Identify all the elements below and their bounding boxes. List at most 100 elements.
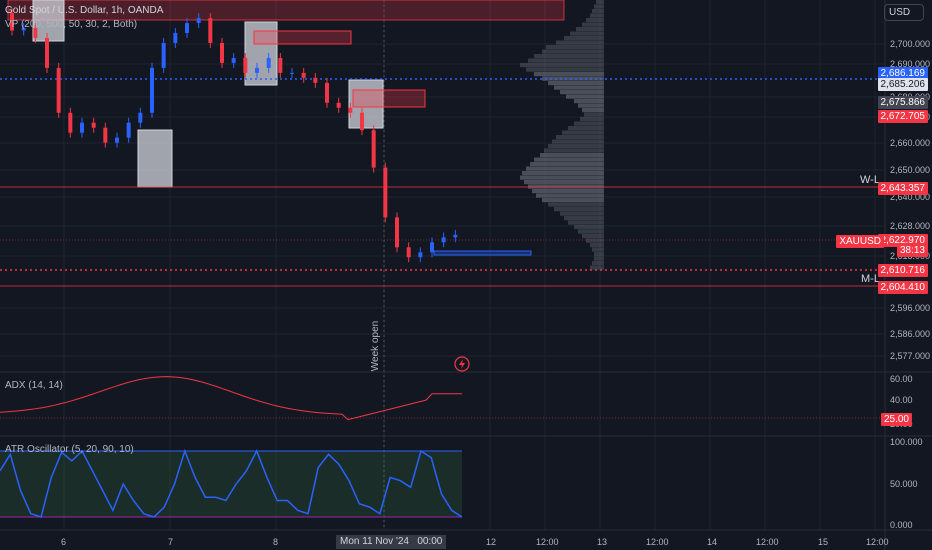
vp-bar	[590, 243, 604, 248]
adx-tick: 40.00	[890, 395, 913, 405]
atr-tick: 100.000	[890, 437, 923, 447]
price-tag: 2,643.357	[877, 182, 928, 195]
vp-bar	[580, 117, 604, 122]
vp-bar	[524, 180, 604, 185]
adx-label: ADX (14, 14)	[5, 380, 63, 391]
vp-bar	[542, 49, 604, 54]
symbol-title: Gold Spot / U.S. Dollar, 1h, OANDA	[5, 5, 164, 16]
atr-label: ATR Oscillator (5, 20, 90, 10)	[5, 444, 134, 455]
week-open-label: Week open	[370, 320, 381, 372]
atr-tick: 0.000	[890, 520, 913, 530]
vp-bar	[548, 202, 604, 207]
price-tag: 2,686.169	[877, 67, 928, 80]
vp-bar	[548, 144, 604, 149]
vp-bar	[576, 27, 604, 32]
atr-tick: 50.000	[890, 479, 918, 489]
vp-bar	[594, 4, 604, 9]
candle-body	[418, 252, 423, 258]
vp-bar	[574, 99, 604, 104]
vp-bar	[560, 90, 604, 95]
candle-body	[243, 57, 248, 73]
vp-bar	[570, 31, 604, 36]
vp-bar	[564, 36, 604, 41]
candle-body	[68, 112, 73, 133]
candle-body	[10, 13, 14, 31]
vp-bar	[548, 81, 604, 86]
vp-bar	[582, 234, 604, 239]
time-tick: 14	[707, 537, 718, 547]
price-tag: 2,685.206	[877, 78, 928, 91]
candle-body	[336, 102, 341, 108]
vp-bar	[592, 247, 604, 252]
m-l-label: M-L	[861, 273, 880, 285]
candle-body	[208, 18, 213, 43]
price-tag: 2,604.410	[877, 281, 928, 294]
vp-bar	[546, 45, 604, 50]
candle-body	[126, 122, 131, 138]
vp-bar	[532, 189, 604, 194]
vp-bar	[554, 85, 604, 90]
price-tick: 2,640.000	[890, 192, 931, 202]
candlestick-series	[10, 8, 458, 263]
candle-body	[360, 112, 364, 131]
time-tick: 15	[818, 537, 829, 547]
vp-bar	[582, 108, 604, 113]
candle-body	[441, 237, 446, 243]
price-tag: 2,610.716	[877, 264, 928, 277]
candle-body	[395, 217, 399, 248]
price-tag: 38:13	[896, 244, 928, 257]
vp-bar	[562, 130, 604, 135]
w-l-label: W-L	[860, 174, 880, 186]
vp-bar	[596, 0, 604, 5]
candle-body	[325, 82, 329, 103]
vp-bar	[526, 166, 604, 171]
currency-button[interactable]: USD	[884, 4, 924, 21]
vp-bar	[526, 67, 604, 72]
vp-bar	[540, 153, 604, 158]
vp-bar	[520, 175, 604, 180]
vp-bar	[554, 207, 604, 212]
price-tick: 2,650.000	[890, 165, 931, 175]
price-tick: 2,586.000	[890, 329, 931, 339]
vp-bar	[592, 9, 604, 14]
time-tick: 12:00	[536, 537, 559, 547]
candle-body	[91, 122, 96, 128]
vp-bar	[582, 22, 604, 27]
vp-bar	[528, 58, 604, 63]
price-tag: 2,672.705	[877, 110, 928, 123]
price-tick: 2,577.000	[890, 351, 931, 361]
vp-bar	[566, 94, 604, 99]
price-tag: 2,622.970	[877, 234, 928, 247]
atr-line	[0, 448, 463, 518]
candle-body	[278, 57, 283, 73]
candle-body	[56, 67, 61, 113]
vp-bar	[556, 40, 604, 45]
price-tick: 2,628.000	[890, 221, 931, 231]
candle-body	[266, 57, 271, 68]
time-tick: 8	[273, 537, 279, 547]
candle-body	[173, 33, 178, 43]
alert-icon[interactable]	[454, 356, 470, 372]
vp-bar	[544, 148, 604, 153]
candle-body	[406, 247, 411, 258]
candle-body	[185, 23, 189, 34]
crosshair-date: Mon 11 Nov '24 00:00	[336, 535, 447, 549]
adx-level-tag: 25.00	[880, 413, 912, 426]
vp-bar	[534, 72, 604, 77]
vp-bar	[534, 54, 604, 59]
vp-bar	[564, 216, 604, 221]
candle-body	[231, 57, 236, 63]
candle-body	[383, 167, 388, 218]
vp-indicator-label: VP (200, 500, 50, 30, 2, Both)	[5, 19, 138, 30]
candle-body	[371, 130, 376, 168]
candle-body	[33, 28, 38, 39]
vp-bar	[542, 76, 604, 81]
vp-bar	[574, 225, 604, 230]
time-tick: 12:00	[756, 537, 779, 547]
candle-body	[161, 43, 166, 68]
candle-body	[453, 234, 458, 238]
candle-body	[103, 127, 108, 143]
candle-body	[138, 112, 143, 123]
candle-body	[115, 137, 119, 143]
